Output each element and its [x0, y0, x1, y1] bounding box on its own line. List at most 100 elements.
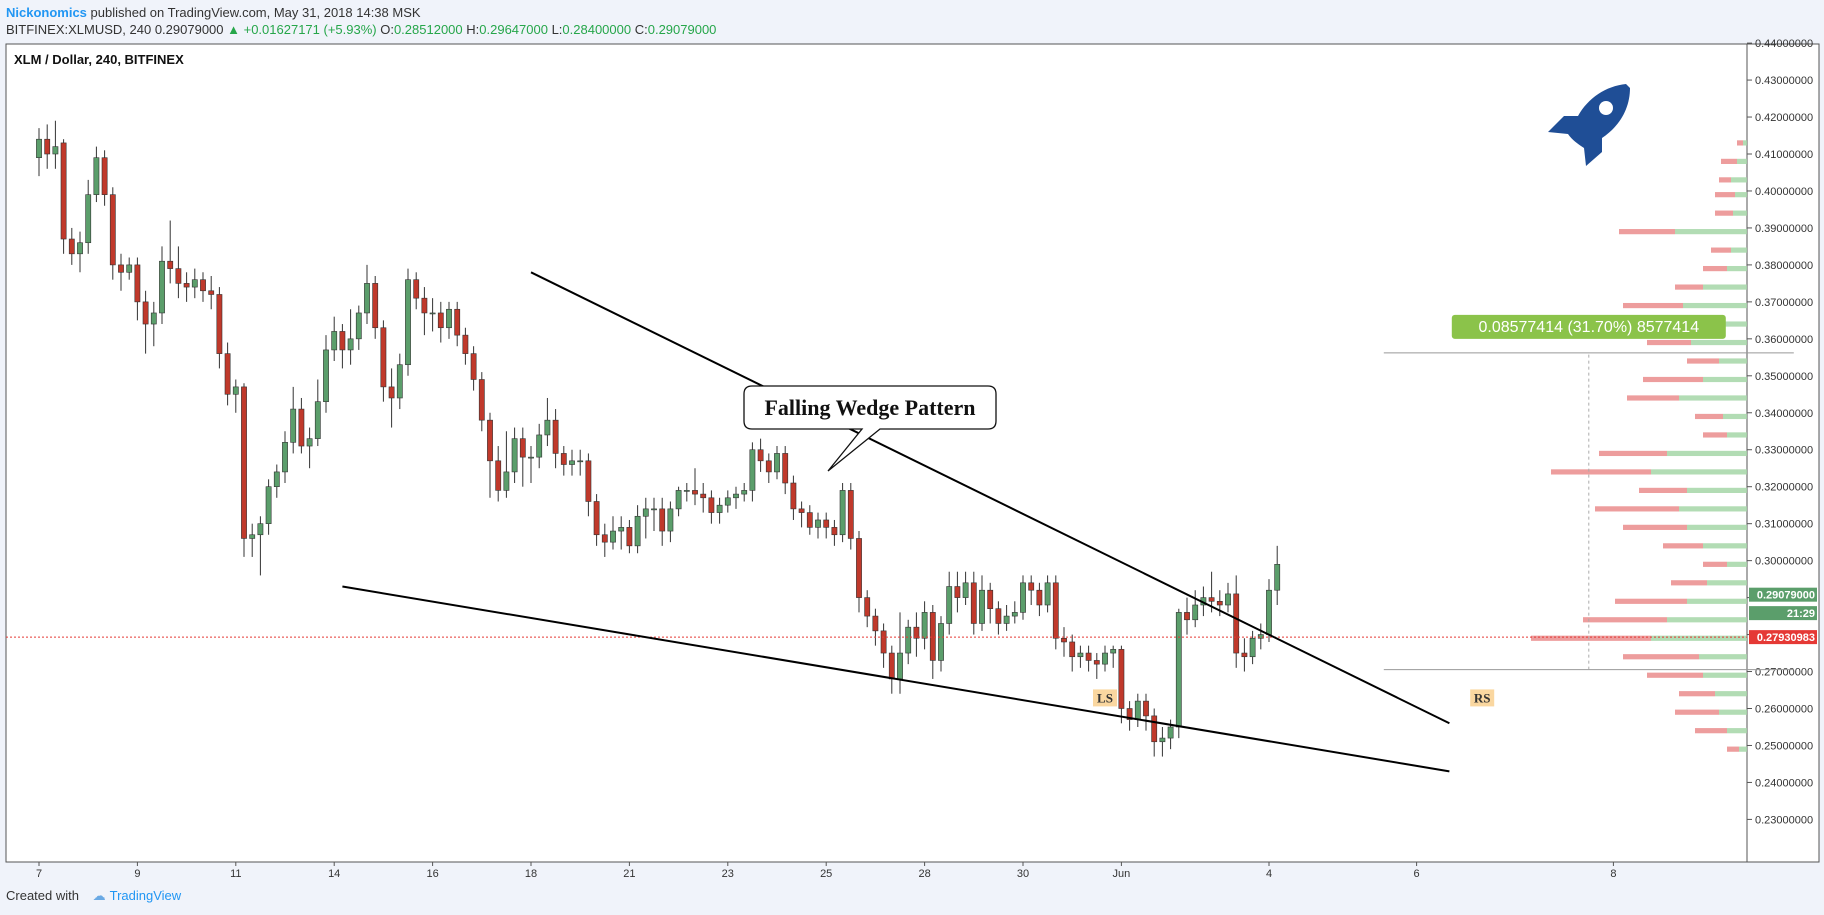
- candle-down[interactable]: [593, 501, 600, 536]
- chart-pane[interactable]: [5, 43, 1748, 863]
- candle-down[interactable]: [782, 453, 789, 484]
- candle-down[interactable]: [913, 626, 920, 639]
- candle-up[interactable]: [1077, 652, 1084, 658]
- candle-up[interactable]: [1159, 737, 1166, 743]
- candle-up[interactable]: [249, 534, 256, 539]
- candle-down[interactable]: [601, 534, 608, 543]
- candle-down[interactable]: [872, 615, 879, 632]
- candle-up[interactable]: [265, 486, 272, 524]
- candle-up[interactable]: [355, 312, 362, 340]
- candle-down[interactable]: [1028, 582, 1035, 591]
- candle-down[interactable]: [806, 512, 813, 528]
- price-chart[interactable]: XLM / Dollar, 240, BITFINEX 0.44000000 0.…: [0, 0, 1824, 880]
- candle-down[interactable]: [478, 379, 485, 421]
- tradingview-brand-link[interactable]: TradingView: [109, 888, 182, 903]
- candle-up[interactable]: [749, 449, 756, 491]
- candle-up[interactable]: [536, 434, 543, 458]
- candle-down[interactable]: [519, 438, 526, 458]
- candle-down[interactable]: [60, 142, 67, 240]
- candle-down[interactable]: [765, 460, 772, 473]
- candle-down[interactable]: [118, 264, 124, 273]
- candle-down[interactable]: [1085, 652, 1092, 661]
- candle-up[interactable]: [314, 401, 321, 439]
- candle-up[interactable]: [938, 623, 944, 661]
- candle-down[interactable]: [864, 597, 871, 617]
- candle-up[interactable]: [946, 586, 953, 624]
- candle-down[interactable]: [823, 519, 830, 528]
- candle-down[interactable]: [413, 279, 420, 299]
- candle-up[interactable]: [1257, 634, 1264, 639]
- author-link[interactable]: Nickonomics: [6, 5, 87, 20]
- candle-up[interactable]: [667, 508, 674, 532]
- candle-down[interactable]: [1061, 637, 1067, 643]
- candle-down[interactable]: [437, 312, 444, 329]
- candle-up[interactable]: [52, 146, 59, 155]
- candle-down[interactable]: [560, 453, 567, 465]
- candle-up[interactable]: [528, 456, 534, 459]
- candle-up[interactable]: [85, 194, 92, 244]
- candle-down[interactable]: [183, 283, 190, 288]
- candle-down[interactable]: [757, 449, 764, 462]
- candle-down[interactable]: [1241, 652, 1248, 658]
- candle-up[interactable]: [741, 490, 748, 495]
- candle-down[interactable]: [1069, 641, 1076, 658]
- candle-down[interactable]: [224, 353, 231, 395]
- candle-down[interactable]: [421, 297, 428, 314]
- candle-down[interactable]: [134, 264, 141, 303]
- candle-up[interactable]: [93, 157, 100, 195]
- candle-down[interactable]: [1184, 612, 1190, 621]
- candle-up[interactable]: [1192, 604, 1199, 621]
- candle-down[interactable]: [1216, 600, 1223, 606]
- candle-down[interactable]: [831, 527, 838, 536]
- callout-bubble[interactable]: [743, 385, 997, 472]
- candle-up[interactable]: [290, 408, 297, 443]
- candle-up[interactable]: [257, 523, 264, 536]
- candle-up[interactable]: [651, 508, 657, 511]
- candle-down[interactable]: [109, 194, 116, 266]
- candle-down[interactable]: [167, 260, 174, 269]
- candle-up[interactable]: [1044, 582, 1051, 606]
- candle-up[interactable]: [642, 508, 649, 517]
- candle-up[interactable]: [1110, 649, 1117, 654]
- candle-up[interactable]: [815, 519, 821, 528]
- candle-down[interactable]: [241, 386, 247, 539]
- tradingview-logo-icon[interactable]: ☁: [92, 888, 106, 903]
- candle-up[interactable]: [675, 490, 682, 510]
- measure-label-bg[interactable]: [1451, 314, 1726, 339]
- candle-down[interactable]: [995, 608, 1002, 624]
- candle-down[interactable]: [208, 290, 215, 295]
- candle-up[interactable]: [396, 364, 403, 399]
- candle-down[interactable]: [495, 460, 502, 491]
- candle-up[interactable]: [905, 626, 912, 654]
- candle-up[interactable]: [1249, 637, 1256, 658]
- candle-down[interactable]: [880, 630, 887, 654]
- candle-down[interactable]: [552, 419, 559, 454]
- candle-up[interactable]: [347, 338, 354, 351]
- candle-down[interactable]: [847, 490, 854, 539]
- candle-down[interactable]: [954, 586, 961, 598]
- candle-down[interactable]: [798, 508, 805, 513]
- candle-down[interactable]: [1036, 589, 1043, 606]
- candle-down[interactable]: [380, 327, 387, 388]
- candle-up[interactable]: [1003, 615, 1010, 624]
- candle-down[interactable]: [1118, 649, 1125, 709]
- wedge-upper-trendline[interactable]: [530, 271, 1450, 725]
- candle-up[interactable]: [1175, 612, 1182, 728]
- candle-down[interactable]: [1126, 708, 1133, 720]
- candle-up[interactable]: [1134, 700, 1141, 720]
- candle-up[interactable]: [1167, 726, 1174, 739]
- candle-down[interactable]: [987, 589, 994, 609]
- candle-down[interactable]: [700, 493, 707, 499]
- candle-up[interactable]: [429, 312, 436, 315]
- candle-up[interactable]: [331, 331, 338, 351]
- candle-up[interactable]: [282, 442, 288, 473]
- candle-up[interactable]: [323, 349, 329, 402]
- candle-up[interactable]: [1274, 564, 1281, 591]
- candle-up[interactable]: [569, 460, 575, 465]
- candle-down[interactable]: [372, 283, 379, 329]
- candle-up[interactable]: [126, 264, 133, 273]
- candle-up[interactable]: [191, 279, 198, 288]
- candle-down[interactable]: [1151, 715, 1158, 743]
- candle-down[interactable]: [298, 408, 305, 447]
- candle-up[interactable]: [979, 589, 985, 624]
